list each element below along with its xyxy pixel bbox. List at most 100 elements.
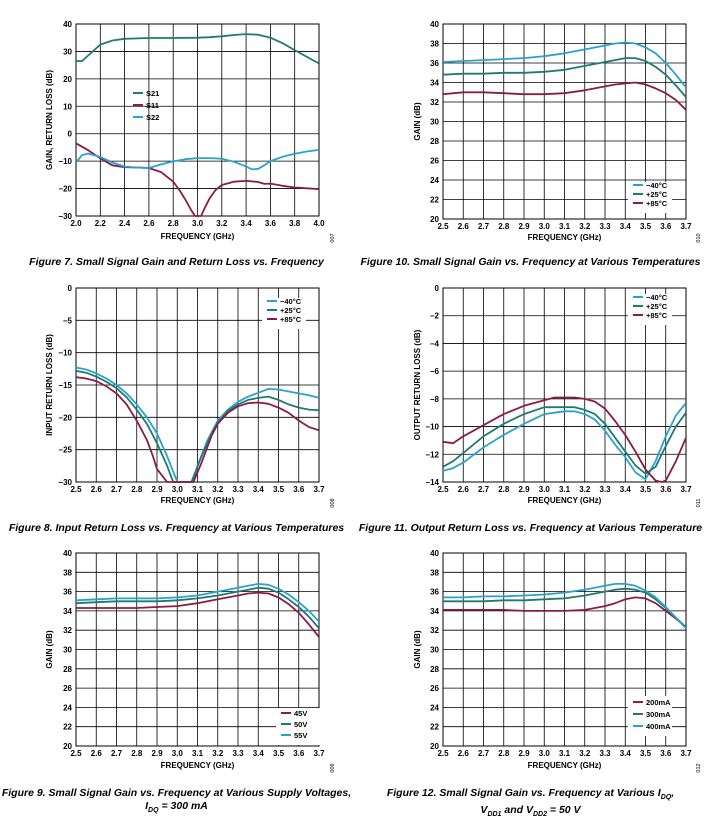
x-tick-label: 2.4 [119, 219, 131, 228]
legend-label: +85°C [280, 315, 302, 324]
y-tick-label: −6 [430, 367, 440, 376]
legend-label: S22 [146, 113, 159, 122]
y-axis-title: GAIN (dB) [413, 102, 422, 141]
y-tick-label: −10 [58, 157, 72, 166]
x-tick-label: 3.1 [192, 749, 204, 758]
x-tick-label: 4.0 [313, 219, 325, 228]
chart-svg: 2.5 2.6 2.7 2.8 2.9 3.0 3.1 3.2 3.3 3.4 3.5 3.6 3.7 2… [413, 20, 702, 243]
x-axis-title: FREQUENCY (GHz) [528, 761, 602, 770]
series-line [443, 587, 686, 628]
y-tick-label: 36 [63, 588, 72, 597]
x-tick-label: 3.1 [559, 485, 571, 494]
y-tick-label: 0 [68, 284, 73, 293]
x-tick-label: 3.0 [172, 749, 184, 758]
x-tick-label: 2.9 [151, 749, 163, 758]
x-tick-label: 3.1 [559, 222, 571, 231]
x-tick-label: 3.7 [313, 749, 325, 758]
series-line [76, 586, 319, 629]
x-tick-label: 2.5 [70, 749, 82, 758]
y-tick-label: 38 [430, 40, 439, 49]
y-tick-label: −8 [430, 395, 440, 404]
series-line [443, 81, 686, 111]
y-tick-label: 24 [430, 176, 439, 185]
x-tick-label: 2.5 [437, 485, 449, 494]
y-tick-label: 40 [430, 549, 439, 558]
y-tick-label: −10 [425, 423, 439, 432]
x-tick-label: 3.5 [640, 749, 652, 758]
y-tick-label: 20 [430, 742, 439, 751]
legend-label: −40°C [646, 181, 668, 190]
y-tick-label: 26 [63, 684, 72, 693]
x-tick-label: 3.2 [212, 749, 224, 758]
x-tick-label: 3.6 [265, 219, 277, 228]
x-tick-label: 3.3 [599, 485, 611, 494]
figure-side-code: 007 [330, 233, 336, 242]
y-tick-label: 32 [430, 626, 439, 635]
chart-svg: 2.5 2.6 2.7 2.8 2.9 3.0 3.1 3.2 3.3 3.4 3.5 3.6 3.7 2… [45, 549, 336, 773]
x-tick-label: 2.5 [437, 749, 449, 758]
x-tick-label: 2.8 [131, 485, 143, 494]
y-tick-label: 28 [430, 137, 439, 146]
y-tick-label: 20 [63, 75, 72, 84]
series-line [443, 583, 686, 629]
figure-side-code: 011 [696, 499, 702, 508]
legend-background [628, 182, 672, 213]
figure-side-code: 008 [330, 498, 336, 507]
y-tick-label: 40 [63, 20, 72, 29]
x-tick-label: 3.4 [241, 219, 253, 228]
y-tick-label: −5 [63, 316, 73, 325]
y-tick-label: 32 [430, 98, 439, 107]
legend-label: 45V [294, 709, 307, 718]
chart-svg: 2.5 2.6 2.7 2.8 2.9 3.0 3.1 3.2 3.3 3.4 3.5 3.6 3.7 −… [45, 284, 336, 508]
x-tick-label: 3.3 [232, 485, 244, 494]
figure-11-panel: 2.5 2.6 2.7 2.8 2.9 3.0 3.1 3.2 3.3 3.4 3.5 3.6 3.7 −… [354, 275, 707, 543]
x-tick-label: 3.4 [620, 222, 632, 231]
x-axis-title: FREQUENCY (GHz) [161, 761, 235, 770]
x-axis-title: FREQUENCY (GHz) [528, 496, 602, 505]
y-tick-label: 22 [430, 196, 439, 205]
y-tick-label: 40 [63, 549, 72, 558]
figure-12-panel: 2.5 2.6 2.7 2.8 2.9 3.0 3.1 3.2 3.3 3.4 3.5 3.6 3.7 2… [354, 543, 707, 820]
y-tick-label: −30 [58, 478, 72, 487]
series-line [443, 402, 686, 481]
x-tick-label: 2.6 [91, 749, 103, 758]
x-tick-label: 2.5 [437, 222, 449, 231]
x-tick-label: 2.0 [70, 219, 82, 228]
series-line [76, 376, 319, 483]
x-tick-label: 2.9 [518, 749, 530, 758]
x-tick-label: 2.7 [478, 485, 490, 494]
figure-9-panel: 2.5 2.6 2.7 2.8 2.9 3.0 3.1 3.2 3.3 3.4 3.5 3.6 3.7 2… [0, 543, 353, 820]
legend-label: 200mA [646, 698, 671, 707]
legend-label: −40°C [646, 293, 668, 302]
x-axis-title: FREQUENCY (GHz) [528, 233, 602, 242]
y-tick-label: −20 [58, 185, 72, 194]
y-tick-label: 34 [430, 79, 439, 88]
x-axis-title: FREQUENCY (GHz) [161, 496, 235, 505]
x-tick-label: 3.6 [660, 222, 672, 231]
legend-background [262, 298, 306, 329]
figure-10-panel: 2.5 2.6 2.7 2.8 2.9 3.0 3.1 3.2 3.3 3.4 3.5 3.6 3.7 2… [354, 0, 707, 275]
x-tick-label: 2.6 [91, 485, 103, 494]
series-line [443, 396, 686, 483]
x-tick-label: 3.5 [273, 485, 285, 494]
x-tick-label: 3.6 [660, 485, 672, 494]
x-tick-label: 3.6 [660, 749, 672, 758]
x-tick-label: 2.8 [168, 219, 180, 228]
y-tick-label: 24 [63, 703, 72, 712]
x-tick-label: 3.2 [212, 485, 224, 494]
y-tick-label: 24 [430, 703, 439, 712]
x-tick-label: 3.0 [172, 485, 184, 494]
y-tick-label: −12 [425, 450, 439, 459]
figure-side-code: 009 [330, 763, 336, 772]
y-tick-label: 38 [63, 568, 72, 577]
figure-caption: Figure 12. Small Signal Gain vs. Frequen… [386, 787, 675, 819]
y-tick-label: 34 [430, 607, 439, 616]
figure-side-code: 012 [696, 763, 702, 772]
y-tick-label: −4 [430, 339, 440, 348]
legend-background [276, 708, 320, 745]
y-tick-label: −25 [58, 446, 72, 455]
x-tick-label: 2.7 [478, 222, 490, 231]
y-axis-title: INPUT RETURN LOSS (dB) [45, 334, 54, 436]
x-tick-label: 2.2 [95, 219, 107, 228]
series-line [76, 591, 319, 638]
